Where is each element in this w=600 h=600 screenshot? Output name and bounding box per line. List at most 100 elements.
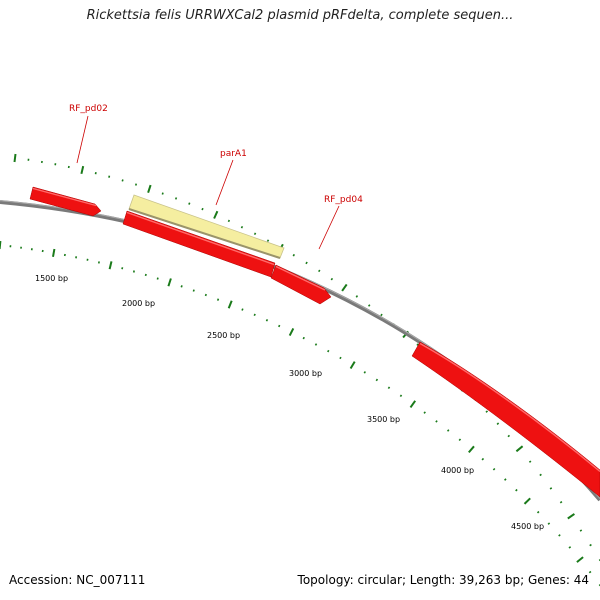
outer-ring-minor-tick [549,487,553,490]
inner-ring-minor-tick [492,467,496,471]
outer-ring-minor-tick [589,543,592,547]
inner-ring-minor-tick [204,293,207,297]
position-label-1500: 1500 bp [35,274,68,283]
inner-ring-minor-tick [375,378,379,382]
inner-ring-minor-tick [265,319,269,322]
outer-ring-minor-tick [188,202,191,205]
outer-ring-minor-tick [292,253,295,257]
position-label-3000: 3000 bp [289,369,322,378]
inner-ring-minor-tick [598,584,600,587]
outer-ring-major-tick [515,445,524,453]
rf-pd04-leader-line [318,205,340,250]
inner-ring-minor-tick [144,273,147,277]
outer-ring-minor-tick [174,197,178,200]
inner-ring-minor-tick [121,267,124,270]
outer-ring-minor-tick [266,239,270,242]
gene-par-a1[interactable] [128,194,285,259]
inner-ring-major-tick [576,556,584,563]
outer-ring-major-tick [567,513,575,520]
inner-ring-minor-tick [558,534,561,537]
inner-ring-major-tick [288,327,295,337]
inner-ring-minor-tick [481,457,485,461]
inner-ring-minor-tick [132,270,135,273]
outer-ring-minor-tick [485,410,489,413]
inner-ring-minor-tick [387,386,391,390]
outer-ring-major-tick [13,153,17,163]
outer-ring-minor-tick [416,343,419,346]
inner-ring-minor-tick [302,336,305,340]
position-label-2000: 2000 bp [122,299,155,308]
inner-ring-major-tick [409,400,417,408]
gene-rf-pd03[interactable] [122,210,276,278]
inner-ring-minor-tick [339,356,342,360]
rf-pd02-leader-line [76,115,89,164]
gene-label-rf-pd02[interactable]: RF_pd02 [69,104,108,114]
outer-ring-minor-tick [201,207,204,211]
inner-ring-minor-tick [588,570,592,574]
outer-ring-minor-tick [559,500,563,504]
outer-ring-minor-tick [355,295,359,298]
outer-ring-minor-tick [330,277,334,281]
topology-summary: Topology: circular; Length: 39,263 bp; G… [297,573,589,587]
outer-ring-minor-tick [598,559,600,562]
inner-ring-major-tick [523,497,531,505]
inner-ring-major-tick [227,300,233,309]
outer-ring-minor-tick [496,422,500,425]
inner-ring-minor-tick [536,510,540,514]
outer-ring-minor-tick [240,225,244,229]
backbone-highlight [0,200,600,499]
inner-ring-minor-tick [314,343,318,346]
inner-ring-minor-tick [568,546,572,549]
gene-rf-pd02[interactable] [29,186,102,217]
outer-ring-minor-tick [380,313,383,317]
inner-ring-minor-tick [241,308,244,311]
inner-ring-minor-tick [180,285,183,288]
outer-ring-minor-tick [121,179,124,182]
outer-ring-major-tick [80,165,85,175]
inner-ring-minor-tick [504,478,507,481]
outer-ring-major-tick [147,184,152,194]
inner-ring-major-tick [468,445,475,454]
inner-ring-major-tick [349,361,356,370]
outer-ring-minor-tick [367,304,371,307]
outer-ring-minor-tick [134,183,138,186]
inner-ring-minor-tick [446,429,450,432]
position-label-3500: 3500 bp [367,415,400,424]
outer-ring-minor-tick [94,172,97,175]
inner-ring-minor-tick [156,277,159,280]
outer-ring-minor-tick [528,460,532,463]
par-a1-leader-line [215,159,234,206]
accession-text: Accession: NC_007111 [9,573,146,587]
outer-ring-minor-tick [579,529,583,532]
outer-ring-minor-tick [318,269,321,273]
outer-ring-minor-tick [108,175,111,178]
inner-ring-major-tick [108,261,113,270]
inner-ring-minor-tick [216,298,220,301]
outer-ring-minor-tick [253,232,257,236]
inner-ring-major-tick [167,278,172,287]
gene-label-rf-pd04[interactable]: RF_pd04 [324,195,363,205]
outer-ring-minor-tick [305,261,308,265]
inner-ring-minor-tick [253,313,256,317]
gene-label-par-a1[interactable]: parA1 [220,149,247,159]
gene-rf-pd04[interactable] [270,264,332,305]
inner-ring-minor-tick [423,411,426,414]
map-title: Rickettsia felis URRWXCal2 plasmid pRFde… [86,8,514,23]
inner-tick-ring [0,240,600,587]
inner-ring-minor-tick [278,324,281,328]
outer-ring-major-tick [341,283,348,292]
plasmid-backbone [0,200,600,502]
inner-ring-minor-tick [399,394,403,398]
inner-ring-minor-tick [515,488,518,492]
inner-ring-minor-tick [458,438,462,442]
outer-ring-minor-tick [507,434,511,438]
inner-ring-minor-tick [435,420,438,423]
outer-ring-minor-tick [539,473,542,477]
inner-ring-minor-tick [327,349,330,353]
inner-ring-minor-tick [363,371,366,374]
inner-ring-minor-tick [547,522,551,525]
inner-ring-major-tick [52,248,56,257]
outer-ring-major-tick [213,210,219,219]
inner-ring-minor-tick [97,261,100,264]
